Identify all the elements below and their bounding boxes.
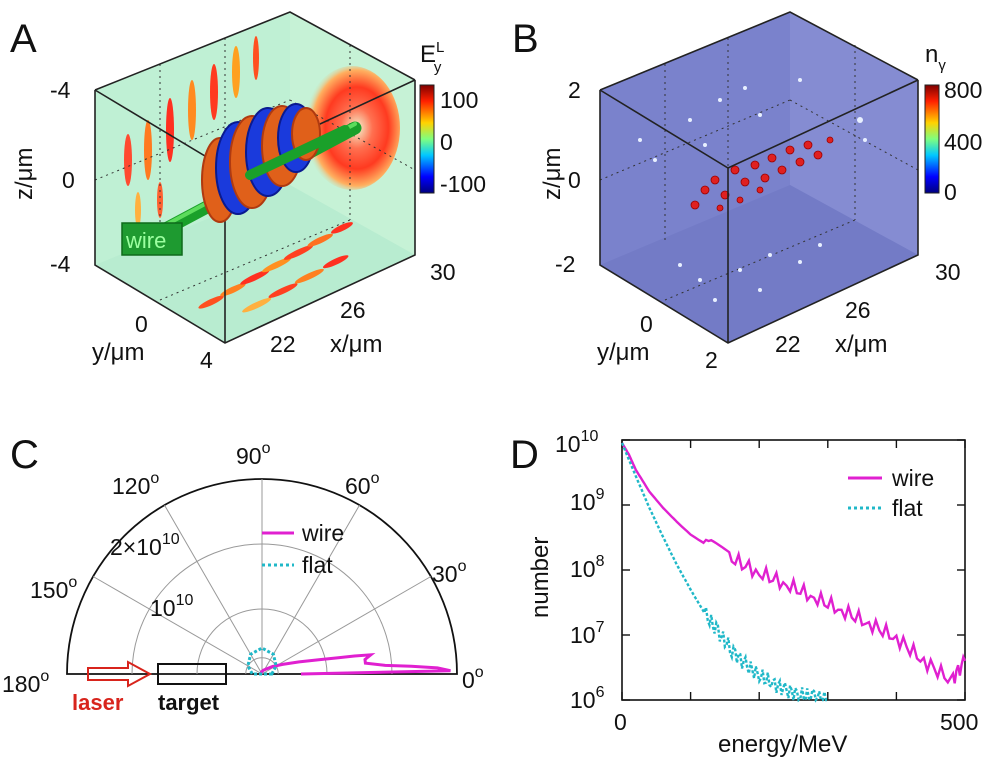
panel-b-colorbar [924, 84, 940, 194]
panel-b-floor [600, 185, 918, 343]
panel-c-angle-60: 60o [345, 470, 380, 499]
panel-b-colorbar-tick-800: 800 [944, 77, 982, 103]
panel-c-legend-flat: flat [302, 552, 333, 578]
panel-b-back-face [790, 12, 918, 255]
panel-b: B [512, 11, 982, 373]
panel-a-x-tick-26: 26 [340, 297, 366, 323]
panel-d-y-tick-1e9: 109 [570, 486, 605, 515]
panel-a-colorbar-tick-100: 100 [440, 87, 478, 113]
panel-b-z-tick-bot: -2 [555, 251, 575, 277]
panel-b-box-top [599, 11, 919, 91]
panel-b-grid [599, 38, 919, 301]
panel-d-y-tick-1e10: 1010 [555, 428, 598, 457]
panel-a-wire-tag: wire [125, 228, 166, 253]
panel-c-angle-180: 180o [2, 668, 49, 697]
panel-a-colorbar-tick-0: 0 [440, 129, 453, 155]
panel-a-label: A [10, 17, 37, 61]
panel-b-z-tick-mid: 0 [568, 167, 581, 193]
panel-a-y-tick-4: 4 [200, 347, 213, 373]
panel-b-y-tick-0: 0 [640, 311, 653, 337]
panel-c-angle-150: 150o [30, 574, 77, 603]
panel-a-colorbar [419, 84, 435, 194]
polar-spoke-30 [261, 576, 432, 675]
panel-a: A [10, 11, 486, 373]
panel-c-laser-arrow [87, 660, 153, 688]
panel-b-box-front-top [599, 79, 919, 169]
panel-b-speckles [638, 78, 867, 302]
panel-d-x-tick-0: 0 [614, 709, 627, 735]
panel-c-legend-wire: wire [301, 520, 344, 546]
panel-d-x-label: energy/MeV [718, 731, 847, 758]
panel-a-colorbar-tick-neg100: -100 [440, 171, 486, 197]
panel-b-photons [690, 136, 834, 212]
panel-c-label: C [10, 433, 39, 477]
panel-c-angle-0: 0o [462, 664, 484, 693]
panel-b-x-label: x/μm [835, 331, 888, 358]
panel-b-colorbar-tick-400: 400 [944, 129, 982, 155]
panel-b-x-tick-26: 26 [845, 297, 871, 323]
panel-d-legend-wire: wire [891, 465, 934, 491]
panel-a-wire-tag-box [121, 222, 183, 256]
panel-a-y-label: y/μm [92, 339, 145, 366]
panel-c-polar-grid [66, 478, 458, 675]
panel-c-angle-120: 120o [112, 470, 159, 499]
panel-a-box-top [94, 11, 416, 91]
panel-a-x-tick-30: 30 [430, 259, 456, 285]
polar-outline [66, 478, 458, 675]
panel-a-z-label: z/μm [11, 148, 38, 201]
panel-a-wire-front [245, 125, 350, 180]
panel-d-y-tick-1e8: 108 [570, 553, 605, 582]
panel-c-target-box [157, 663, 227, 685]
panel-d-y-tick-1e7: 107 [570, 619, 605, 648]
panel-b-z-tick-top: 2 [568, 77, 581, 103]
panel-a-floor-stripes [198, 222, 353, 313]
panel-d-y-tick-1e6: 106 [570, 684, 605, 713]
panel-a-z-tick-bot: -4 [50, 251, 71, 277]
panel-a-wall-stripes [124, 36, 259, 228]
panel-c-angle-90: 90o [236, 440, 271, 469]
panel-c-target-label: target [158, 690, 220, 715]
panel-b-y-label: y/μm [597, 339, 650, 366]
polar-spoke-120 [164, 504, 263, 675]
panel-a-x-tick-22: 22 [270, 331, 296, 357]
panel-b-y-tick-2: 2 [705, 347, 718, 373]
panel-a-x-label: x/μm [330, 331, 383, 358]
panel-d-y-label: number [527, 537, 554, 618]
panel-d-series [620, 442, 967, 703]
panel-c-angle-30: 30o [432, 558, 467, 587]
panel-d-x-tick-500: 500 [940, 709, 978, 735]
panel-c: C 180o 150o 120o 90o 60o 30o 0o 1010 2×1… [2, 433, 484, 715]
polar-series-wire [259, 652, 451, 676]
panel-a-z-tick-top: -4 [50, 77, 71, 103]
polar-series-flat [246, 646, 278, 676]
panel-d: D 1010 109 108 107 106 0 500 energy/MeV … [510, 428, 978, 758]
panel-a-floor [95, 185, 415, 343]
panel-d-series-wire [620, 442, 967, 685]
panel-d-legend-flat: flat [892, 495, 923, 521]
panel-c-polar-series [246, 646, 451, 676]
panel-a-z-tick-mid: 0 [62, 167, 75, 193]
panel-d-series-flat [620, 442, 828, 703]
panel-b-x-tick-30: 30 [935, 259, 961, 285]
panel-c-radial-2e10: 2×1010 [110, 531, 180, 560]
panel-a-colorbar-title: EL y [420, 39, 444, 76]
panel-b-colorbar-tick-0: 0 [944, 179, 957, 205]
panel-c-radial-1e10: 1010 [150, 592, 193, 621]
panel-b-label: B [512, 17, 539, 61]
panel-b-colorbar-title: nγ [925, 41, 946, 74]
panel-b-x-tick-22: 22 [775, 331, 801, 357]
panel-b-z-label: z/μm [539, 148, 566, 201]
panel-a-y-tick-0: 0 [135, 311, 148, 337]
polar-spoke-150 [92, 576, 263, 675]
panel-d-label: D [510, 433, 539, 477]
polar-spoke-60 [261, 504, 360, 675]
panel-c-laser-label: laser [72, 690, 124, 715]
